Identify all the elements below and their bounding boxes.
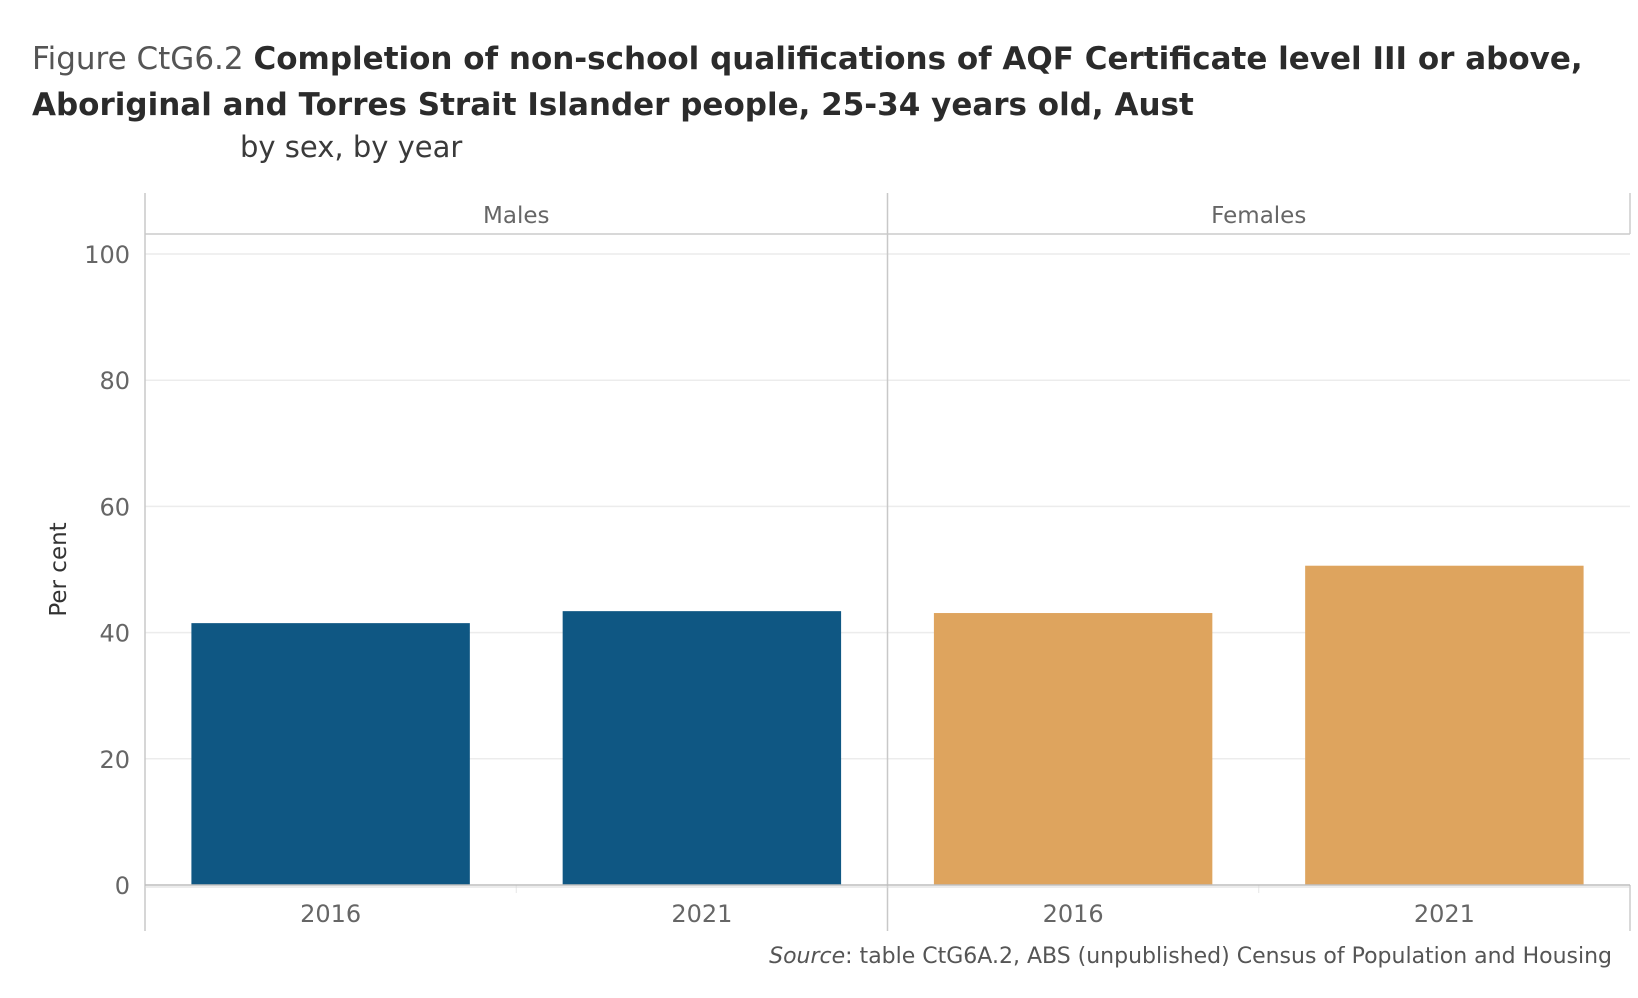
figure-label: Figure CtG6.2	[32, 41, 244, 77]
y-tick-label: 80	[99, 367, 130, 395]
x-tick-label: 2021	[1414, 900, 1475, 928]
y-tick-label: 20	[99, 746, 130, 774]
chart-subtitle: by sex, by year	[240, 130, 463, 164]
source-note: Source: table CtG6A.2, ABS (unpublished)…	[769, 944, 1612, 969]
x-tick-label: 2021	[671, 900, 732, 928]
title-main: Completion of non-school qualifications …	[32, 41, 1583, 123]
bar-chart: 0 20 40 60 80 100 Per cent Males 2016 2021 Females…	[46, 193, 1631, 931]
source-label: Source	[769, 944, 846, 969]
chart-title: Figure CtG6.2 Completion of non-school q…	[32, 36, 1612, 128]
bar-males-2021	[562, 611, 842, 885]
x-tick-label: 2016	[300, 900, 361, 928]
x-tick-label: 2016	[1043, 900, 1104, 928]
y-axis-title: Per cent	[46, 522, 72, 616]
bar-females-2021	[1305, 565, 1584, 885]
y-tick-label: 0	[115, 872, 130, 900]
panel-header-males: Males	[483, 203, 549, 229]
y-tick-label: 60	[99, 493, 130, 521]
bar-females-2016	[933, 613, 1213, 885]
bar-males-2016	[191, 623, 470, 885]
y-tick-label: 100	[84, 241, 130, 269]
source-text: : table CtG6A.2, ABS (unpublished) Censu…	[845, 944, 1612, 969]
y-tick-label: 40	[99, 620, 130, 648]
panel-header-females: Females	[1211, 203, 1306, 229]
